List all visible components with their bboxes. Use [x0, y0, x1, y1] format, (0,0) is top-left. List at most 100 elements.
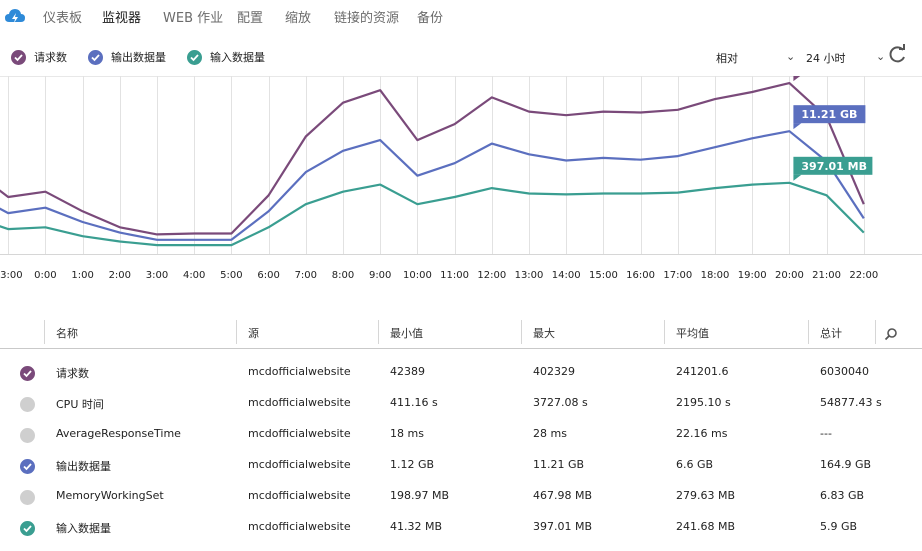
- cell-max: 397.01 MB: [533, 520, 593, 533]
- column-header-total[interactable]: 总计: [820, 327, 842, 340]
- table-row[interactable]: 输出数据量 mcdofficialwebsite 1.12 GB 11.21 G…: [0, 451, 922, 482]
- legend-item-data-in[interactable]: 输入数据量: [187, 49, 265, 65]
- nav-item-linked-resources[interactable]: 链接的资源: [334, 11, 400, 26]
- nav-item-webjobs[interactable]: WEB 作业: [163, 11, 224, 26]
- cell-max: 3727.08 s: [533, 396, 588, 409]
- cell-min: 41.32 MB: [390, 520, 443, 533]
- cell-total: ---: [820, 427, 832, 440]
- chart-series: [0, 81, 865, 247]
- cell-name: 请求数: [56, 367, 89, 380]
- legend-item-data-out[interactable]: 输出数据量: [88, 49, 166, 65]
- cell-avg: 241.68 MB: [676, 520, 736, 533]
- table-row[interactable]: CPU 时间 mcdofficialwebsite 411.16 s 3727.…: [0, 389, 922, 420]
- x-tick-label: 1:00: [71, 270, 93, 281]
- cloud-icon[interactable]: [4, 6, 26, 30]
- x-tick-label: 4:00: [183, 270, 205, 281]
- chevron-down-icon[interactable]: ⌄: [786, 50, 796, 63]
- nav-item-dashboard[interactable]: 仪表板: [43, 11, 83, 26]
- refresh-icon[interactable]: [886, 44, 908, 70]
- cell-total: 6.83 GB: [820, 489, 865, 502]
- cell-name: AverageResponseTime: [56, 427, 181, 440]
- x-tick-label: 15:00: [589, 270, 618, 281]
- check-icon[interactable]: [20, 366, 35, 381]
- table-header: 名称 源 最小值 最大 平均值 总计: [0, 316, 922, 349]
- cell-avg: 6.6 GB: [676, 458, 714, 471]
- nav-item-backup[interactable]: 备份: [417, 11, 444, 26]
- search-icon[interactable]: [884, 326, 898, 345]
- chevron-down-icon[interactable]: ⌄: [876, 50, 886, 63]
- column-header-avg[interactable]: 平均值: [676, 327, 709, 340]
- mode-select[interactable]: 相对: [716, 52, 738, 65]
- series-line: [0, 81, 865, 236]
- cell-name: 输出数据量: [56, 460, 111, 473]
- x-tick-label: 6:00: [257, 270, 279, 281]
- cell-max: 11.21 GB: [533, 458, 585, 471]
- x-tick-label: 10:00: [403, 270, 432, 281]
- check-icon[interactable]: [20, 428, 35, 443]
- x-tick-label: 17:00: [663, 270, 692, 281]
- series-line: [0, 181, 865, 247]
- cell-source: mcdofficialwebsite: [248, 365, 351, 378]
- column-header-max[interactable]: 最大: [533, 327, 555, 340]
- x-tick-label: 8:00: [332, 270, 354, 281]
- x-tick-label: 14:00: [552, 270, 581, 281]
- x-tick-label: 3:00: [146, 270, 168, 281]
- cell-min: 411.16 s: [390, 396, 438, 409]
- cell-min: 1.12 GB: [390, 458, 435, 471]
- cell-min: 198.97 MB: [390, 489, 450, 502]
- legend-label: 输出数据量: [111, 51, 166, 64]
- x-tick-label: 13:00: [515, 270, 544, 281]
- check-icon[interactable]: [20, 490, 35, 505]
- x-tick-label: 11:00: [440, 270, 469, 281]
- check-icon: [88, 49, 103, 65]
- table-row[interactable]: AverageResponseTime mcdofficialwebsite 1…: [0, 420, 922, 451]
- x-axis: 2:0023:000:001:002:003:004:005:006:007:0…: [0, 270, 878, 281]
- cell-total: 6030040: [820, 365, 869, 378]
- column-header-source[interactable]: 源: [248, 327, 259, 340]
- cell-name: CPU 时间: [56, 398, 104, 411]
- x-tick-label: 22:00: [849, 270, 878, 281]
- callout-box: [793, 156, 873, 175]
- column-divider: [875, 320, 876, 344]
- cell-max: 402329: [533, 365, 575, 378]
- nav-item-monitor[interactable]: 监视器: [102, 11, 142, 26]
- x-tick-label: 20:00: [775, 270, 804, 281]
- legend-item-requests[interactable]: 请求数: [11, 49, 67, 65]
- column-header-min[interactable]: 最小值: [390, 327, 423, 340]
- x-tick-label: 21:00: [812, 270, 841, 281]
- cell-total: 54877.43 s: [820, 396, 882, 409]
- range-select[interactable]: 24 小时: [806, 52, 846, 65]
- cell-min: 18 ms: [390, 427, 424, 440]
- nav-item-scale[interactable]: 缩放: [285, 11, 312, 26]
- x-tick-label: 12:00: [477, 270, 506, 281]
- cell-source: mcdofficialwebsite: [248, 489, 351, 502]
- check-icon[interactable]: [20, 459, 35, 474]
- check-icon[interactable]: [20, 521, 35, 536]
- series-line: [0, 130, 865, 241]
- top-nav: 仪表板 监视器 WEB 作业 配置 缩放 链接的资源 备份: [0, 0, 922, 34]
- table-row[interactable]: MemoryWorkingSet mcdofficialwebsite 198.…: [0, 482, 922, 513]
- x-tick-label: 23:00: [0, 270, 23, 281]
- column-header-name[interactable]: 名称: [56, 327, 78, 340]
- cell-min: 42389: [390, 365, 425, 378]
- column-divider: [808, 320, 809, 344]
- table-row[interactable]: 输入数据量 mcdofficialwebsite 41.32 MB 397.01…: [0, 513, 922, 544]
- x-tick-label: 16:00: [626, 270, 655, 281]
- column-divider: [44, 320, 45, 344]
- cell-name: MemoryWorkingSet: [56, 489, 164, 502]
- x-tick-label: 18:00: [701, 270, 730, 281]
- column-divider: [521, 320, 522, 344]
- table-row[interactable]: 请求数 mcdofficialwebsite 42389 402329 2412…: [0, 358, 922, 389]
- check-icon: [187, 49, 202, 65]
- callout-pointer: [793, 174, 802, 181]
- chart-grid: [0, 76, 922, 255]
- check-icon: [11, 49, 26, 65]
- line-chart: 2:0023:000:001:002:003:004:005:006:007:0…: [0, 76, 922, 281]
- nav-item-configure[interactable]: 配置: [237, 11, 264, 26]
- cell-avg: 279.63 MB: [676, 489, 736, 502]
- callout-pointer: [793, 76, 801, 82]
- check-icon[interactable]: [20, 397, 35, 412]
- callout-pointer: [793, 123, 802, 130]
- cell-max: 28 ms: [533, 427, 567, 440]
